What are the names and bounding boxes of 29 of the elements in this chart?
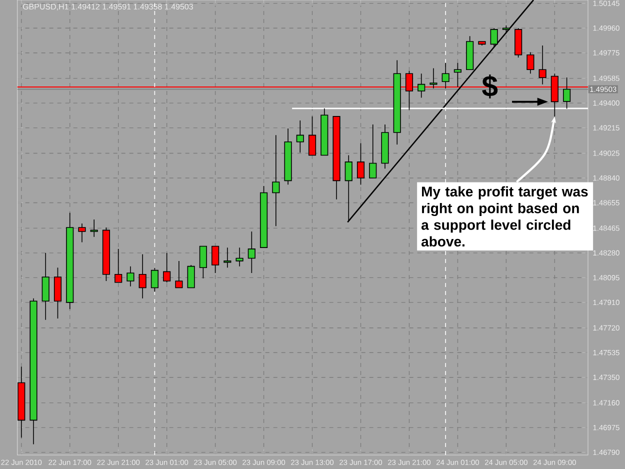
candlestick: [236, 247, 244, 267]
candlestick: [454, 62, 462, 88]
candlestick: [224, 247, 232, 268]
candlestick: [538, 45, 546, 85]
candlestick: [430, 68, 438, 89]
candlestick: [175, 260, 183, 288]
candlestick: [248, 231, 256, 274]
candlestick: [563, 77, 571, 110]
candlestick: [187, 264, 195, 288]
candlestick: [126, 266, 134, 287]
candlestick: [369, 124, 377, 178]
candlestick: [418, 73, 426, 98]
candlestick: [272, 134, 280, 227]
candlestick: [490, 28, 498, 48]
candlestick: [526, 52, 534, 74]
candlestick: [138, 254, 146, 299]
candlestick: [442, 62, 450, 89]
candlestick: [199, 246, 207, 279]
candlestick: [163, 252, 171, 283]
candlestick: [296, 120, 304, 153]
candlestick: [90, 219, 98, 238]
candlestick: [356, 142, 365, 186]
annotation: My take profit target was right on point based on a support level circled above.: [421, 186, 588, 247]
candlestick: [114, 248, 122, 283]
chart-title: GBPUSD,H1 1.49412 1.49591 1.49358 1.49503: [22, 4, 193, 10]
candlestick: [150, 267, 158, 292]
candlestick: [308, 116, 316, 156]
candlestick: [212, 246, 220, 274]
candlestick: [78, 223, 86, 243]
